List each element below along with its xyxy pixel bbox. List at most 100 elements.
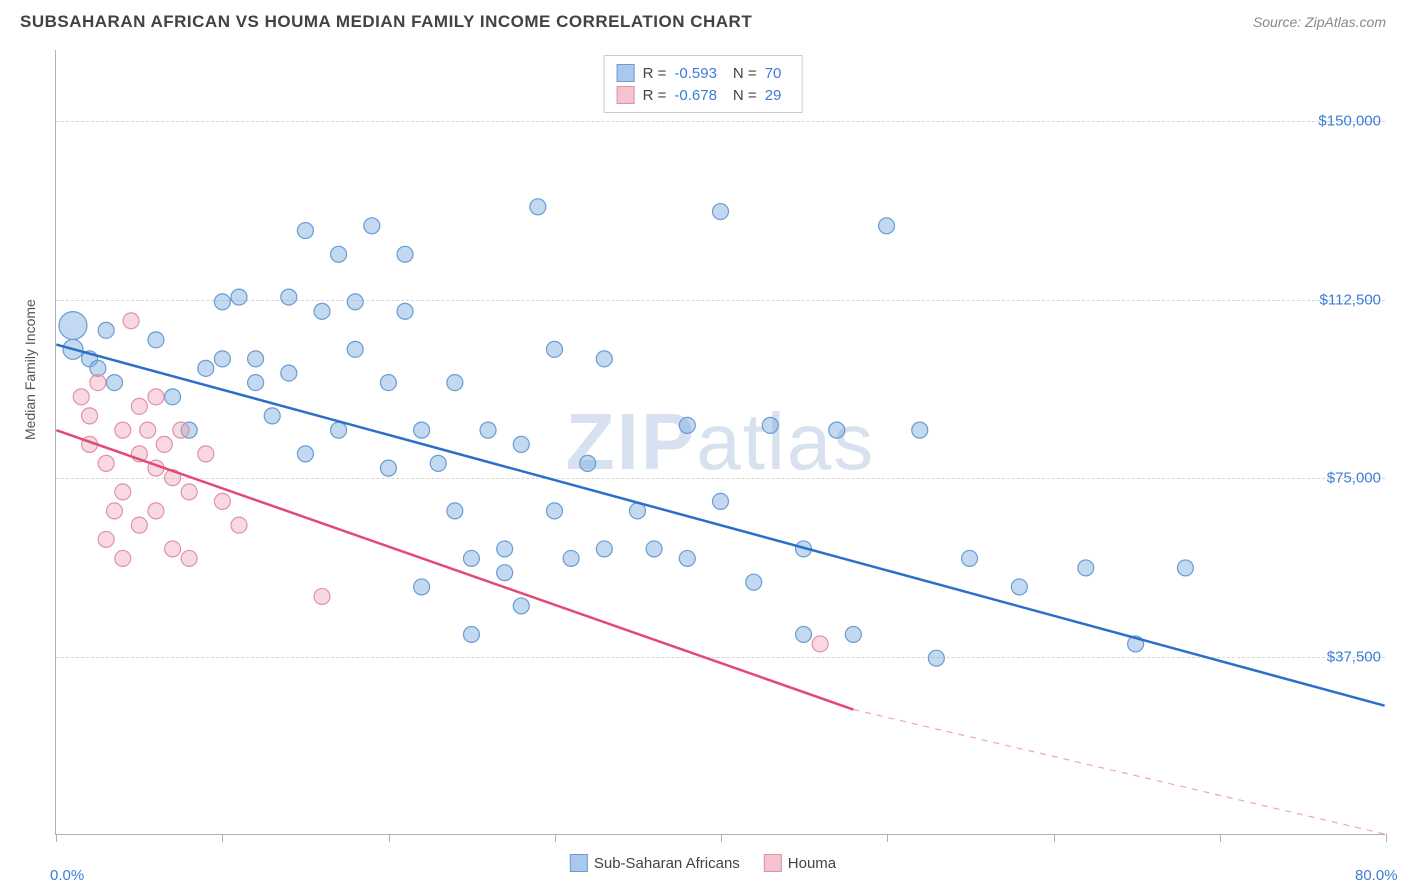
series-name-2: Houma bbox=[788, 855, 836, 872]
data-point bbox=[447, 503, 463, 519]
data-point bbox=[397, 303, 413, 319]
r-label-1: R = bbox=[643, 65, 667, 82]
data-point bbox=[829, 422, 845, 438]
data-point bbox=[148, 389, 164, 405]
data-point bbox=[198, 446, 214, 462]
data-point bbox=[248, 375, 264, 391]
swatch-bottom-1 bbox=[570, 854, 588, 872]
legend-stats: R = -0.593 N = 70 R = -0.678 N = 29 bbox=[604, 55, 803, 113]
data-point bbox=[679, 550, 695, 566]
data-point bbox=[106, 503, 122, 519]
source-label: Source: ZipAtlas.com bbox=[1253, 14, 1386, 30]
data-point bbox=[148, 332, 164, 348]
legend-item-1: Sub-Saharan Africans bbox=[570, 854, 740, 872]
x-tick bbox=[1054, 834, 1055, 842]
header: SUBSAHARAN AFRICAN VS HOUMA MEDIAN FAMIL… bbox=[20, 12, 1386, 32]
data-point bbox=[148, 503, 164, 519]
data-point bbox=[430, 455, 446, 471]
data-point bbox=[314, 588, 330, 604]
r-label-2: R = bbox=[643, 87, 667, 104]
data-point bbox=[1011, 579, 1027, 595]
x-tick-label: 80.0% bbox=[1355, 867, 1398, 884]
n-value-2: 29 bbox=[765, 87, 782, 104]
data-point bbox=[380, 375, 396, 391]
data-point bbox=[98, 531, 114, 547]
data-point bbox=[90, 360, 106, 376]
data-point bbox=[596, 351, 612, 367]
data-point bbox=[596, 541, 612, 557]
data-point bbox=[98, 322, 114, 338]
x-tick bbox=[887, 834, 888, 842]
data-point bbox=[746, 574, 762, 590]
data-point bbox=[679, 417, 695, 433]
data-point bbox=[397, 246, 413, 262]
data-point bbox=[480, 422, 496, 438]
data-point bbox=[82, 408, 98, 424]
regression-line-dashed bbox=[853, 710, 1384, 834]
data-point bbox=[347, 341, 363, 357]
swatch-series-2 bbox=[617, 86, 635, 104]
x-tick bbox=[721, 834, 722, 842]
data-point bbox=[123, 313, 139, 329]
data-point bbox=[497, 565, 513, 581]
y-axis-label: Median Family Income bbox=[22, 299, 38, 440]
data-point bbox=[214, 351, 230, 367]
data-point bbox=[879, 218, 895, 234]
data-point bbox=[297, 223, 313, 239]
data-point bbox=[513, 598, 529, 614]
data-point bbox=[331, 422, 347, 438]
data-point bbox=[762, 417, 778, 433]
chart-svg bbox=[56, 50, 1385, 834]
data-point bbox=[845, 626, 861, 642]
data-point bbox=[513, 436, 529, 452]
data-point bbox=[131, 398, 147, 414]
data-point bbox=[231, 517, 247, 533]
data-point bbox=[796, 626, 812, 642]
data-point bbox=[156, 436, 172, 452]
legend-series: Sub-Saharan Africans Houma bbox=[570, 854, 836, 872]
data-point bbox=[497, 541, 513, 557]
data-point bbox=[115, 550, 131, 566]
data-point bbox=[546, 503, 562, 519]
data-point bbox=[447, 375, 463, 391]
plot-area: ZIPatlas bbox=[55, 50, 1385, 835]
n-value-1: 70 bbox=[765, 65, 782, 82]
data-point bbox=[281, 289, 297, 305]
data-point bbox=[214, 294, 230, 310]
data-point bbox=[331, 246, 347, 262]
data-point bbox=[90, 375, 106, 391]
data-point bbox=[1177, 560, 1193, 576]
swatch-bottom-2 bbox=[764, 854, 782, 872]
r-value-2: -0.678 bbox=[674, 87, 717, 104]
legend-item-2: Houma bbox=[764, 854, 836, 872]
data-point bbox=[713, 493, 729, 509]
swatch-series-1 bbox=[617, 64, 635, 82]
legend-stats-row-1: R = -0.593 N = 70 bbox=[617, 62, 790, 84]
data-point bbox=[1078, 560, 1094, 576]
data-point bbox=[264, 408, 280, 424]
data-point bbox=[59, 312, 87, 340]
r-value-1: -0.593 bbox=[674, 65, 717, 82]
x-tick bbox=[389, 834, 390, 842]
x-tick bbox=[56, 834, 57, 842]
data-point bbox=[198, 360, 214, 376]
data-point bbox=[414, 422, 430, 438]
data-point bbox=[347, 294, 363, 310]
data-point bbox=[131, 517, 147, 533]
data-point bbox=[563, 550, 579, 566]
data-point bbox=[414, 579, 430, 595]
data-point bbox=[115, 484, 131, 500]
data-point bbox=[962, 550, 978, 566]
x-tick bbox=[1220, 834, 1221, 842]
data-point bbox=[231, 289, 247, 305]
n-label-2: N = bbox=[733, 87, 757, 104]
data-point bbox=[173, 422, 189, 438]
data-point bbox=[463, 550, 479, 566]
data-point bbox=[106, 375, 122, 391]
data-point bbox=[928, 650, 944, 666]
data-point bbox=[314, 303, 330, 319]
data-point bbox=[248, 351, 264, 367]
series-name-1: Sub-Saharan Africans bbox=[594, 855, 740, 872]
chart-container: SUBSAHARAN AFRICAN VS HOUMA MEDIAN FAMIL… bbox=[0, 0, 1406, 892]
x-tick-label: 0.0% bbox=[50, 867, 84, 884]
